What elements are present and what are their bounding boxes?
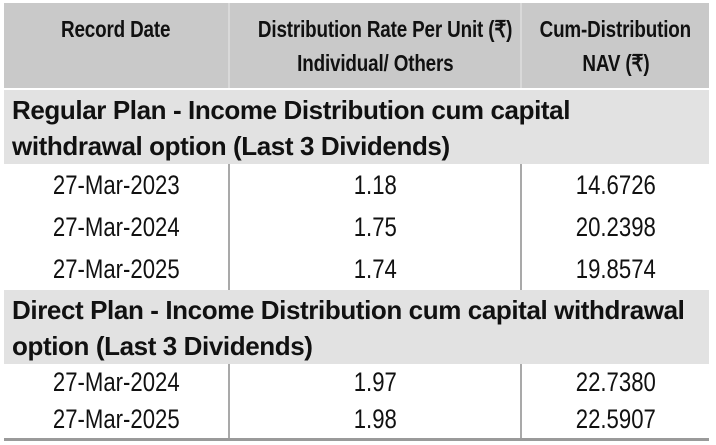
record-date-cell: 27-Mar-2025 bbox=[4, 248, 228, 290]
rate-cell: 1.97 bbox=[228, 364, 520, 401]
nav-cell: 22.7380 bbox=[520, 364, 709, 401]
rate-cell: 1.74 bbox=[228, 248, 520, 290]
rate-cell-value: 1.18 bbox=[353, 169, 397, 200]
header-distribution-rate-text: Distribution Rate Per Unit (₹) bbox=[257, 16, 513, 42]
header-record-date-text: Record Date bbox=[61, 16, 171, 42]
plan-section: Regular Plan - Income Distribution cum c… bbox=[4, 90, 709, 290]
header-distribution-rate: Distribution Rate Per Unit (₹) Individua… bbox=[228, 3, 520, 88]
table-row: 27-Mar-2023 1.18 14.6726 bbox=[4, 164, 709, 206]
nav-cell: 19.8574 bbox=[520, 248, 709, 290]
rate-cell: 1.75 bbox=[228, 206, 520, 248]
rate-cell-value: 1.75 bbox=[353, 211, 397, 242]
header-record-date: Record Date bbox=[4, 3, 228, 88]
record-date-cell-value: 27-Mar-2025 bbox=[52, 404, 180, 434]
nav-cell-value: 22.5907 bbox=[575, 404, 656, 434]
header-nav-line2: NAV (₹) bbox=[522, 46, 709, 80]
header-cum-distribution-nav: Cum-Distribution NAV (₹) bbox=[520, 3, 709, 88]
table-body: Regular Plan - Income Distribution cum c… bbox=[4, 90, 709, 438]
section-title: Direct Plan - Income Distribution cum ca… bbox=[4, 290, 709, 364]
header-distribution-rate-line1: Distribution Rate Per Unit (₹) bbox=[230, 12, 520, 46]
nav-cell-value: 19.8574 bbox=[575, 253, 656, 284]
rate-cell-value: 1.97 bbox=[353, 367, 397, 397]
rate-cell-value: 1.98 bbox=[353, 404, 397, 434]
rate-cell-value: 1.74 bbox=[353, 253, 397, 284]
table-row: 27-Mar-2025 1.98 22.5907 bbox=[4, 401, 709, 438]
record-date-cell-value: 27-Mar-2024 bbox=[52, 367, 180, 397]
rate-cell: 1.98 bbox=[228, 401, 520, 438]
nav-cell: 20.2398 bbox=[520, 206, 709, 248]
table-header-row: Record Date Distribution Rate Per Unit (… bbox=[4, 3, 709, 88]
section-title: Regular Plan - Income Distribution cum c… bbox=[4, 90, 709, 164]
header-individual-others-line2: Individual/ Others bbox=[230, 46, 520, 80]
record-date-cell-value: 27-Mar-2024 bbox=[52, 211, 180, 242]
nav-cell: 22.5907 bbox=[520, 401, 709, 438]
record-date-cell: 27-Mar-2024 bbox=[4, 206, 228, 248]
header-cum-distribution-text: Cum-Distribution bbox=[539, 16, 692, 42]
header-record-date-label: Record Date bbox=[4, 12, 228, 46]
table-row: 27-Mar-2024 1.75 20.2398 bbox=[4, 206, 709, 248]
header-cum-distribution-line1: Cum-Distribution bbox=[522, 12, 709, 46]
record-date-cell-value: 27-Mar-2023 bbox=[52, 169, 180, 200]
header-nav-text: NAV (₹) bbox=[581, 50, 650, 76]
nav-cell: 14.6726 bbox=[520, 164, 709, 206]
dividend-history-table: Record Date Distribution Rate Per Unit (… bbox=[4, 3, 709, 441]
nav-cell-value: 14.6726 bbox=[575, 169, 656, 200]
table-row: 27-Mar-2024 1.97 22.7380 bbox=[4, 364, 709, 401]
record-date-cell: 27-Mar-2024 bbox=[4, 364, 228, 401]
record-date-cell-value: 27-Mar-2025 bbox=[52, 253, 180, 284]
record-date-cell: 27-Mar-2025 bbox=[4, 401, 228, 438]
nav-cell-value: 20.2398 bbox=[575, 211, 656, 242]
header-individual-others-text: Individual/ Others bbox=[296, 50, 454, 76]
record-date-cell: 27-Mar-2023 bbox=[4, 164, 228, 206]
table-row: 27-Mar-2025 1.74 19.8574 bbox=[4, 248, 709, 290]
table-bottom-rule bbox=[4, 438, 709, 441]
plan-section: Direct Plan - Income Distribution cum ca… bbox=[4, 290, 709, 438]
nav-cell-value: 22.7380 bbox=[575, 367, 656, 397]
rate-cell: 1.18 bbox=[228, 164, 520, 206]
